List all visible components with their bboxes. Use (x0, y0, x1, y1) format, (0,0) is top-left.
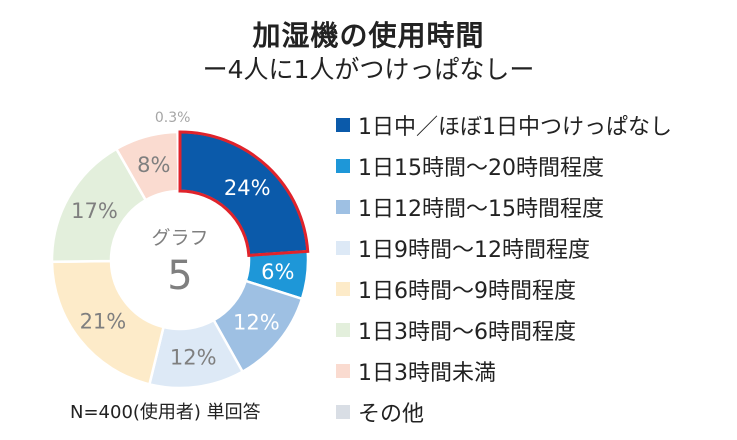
legend-item-7: その他 (336, 391, 672, 432)
center-number: 5 (167, 253, 192, 299)
slice-value-label-2: 12% (233, 310, 280, 334)
legend-label: 1日3時間〜6時間程度 (358, 319, 576, 345)
legend-item-3: 1日9時間〜12時間程度 (336, 227, 672, 268)
legend-swatch (336, 404, 350, 419)
legend-item-6: 1日3時間未満 (336, 350, 672, 391)
legend-item-2: 1日12時間〜15時間程度 (336, 186, 672, 227)
legend-label: 1日中／ほぼ1日中つけっぱなし (358, 114, 672, 140)
legend-label: 1日6時間〜9時間程度 (358, 278, 576, 304)
legend-item-1: 1日15時間〜20時間程度 (336, 145, 672, 186)
legend-label: その他 (358, 401, 425, 427)
legend-label: 1日12時間〜15時間程度 (358, 196, 604, 222)
legend-swatch (336, 199, 350, 214)
highlight-outline-group (178, 130, 310, 257)
legend-swatch (336, 322, 350, 337)
legend-swatch (336, 158, 350, 173)
chart-title: 加湿機の使用時間 (252, 19, 485, 52)
highlight-outline (178, 130, 310, 257)
legend-label: 1日15時間〜20時間程度 (358, 155, 604, 181)
legend-label: 1日3時間未満 (358, 360, 496, 386)
slice-value-label-0: 24% (224, 176, 271, 200)
slice-value-label-6: 8% (137, 153, 170, 177)
legend-swatch (336, 363, 350, 378)
legend-label: 1日9時間〜12時間程度 (358, 237, 590, 263)
legend-swatch (336, 281, 350, 296)
legend-item-4: 1日6時間〜9時間程度 (336, 268, 672, 309)
center-label: グラフ (151, 227, 208, 249)
legend-item-5: 1日3時間〜6時間程度 (336, 309, 672, 350)
legend-swatch (336, 117, 350, 132)
legend-item-0: 1日中／ほぼ1日中つけっぱなし (336, 104, 672, 145)
legend-swatch (336, 240, 350, 255)
chart-subtitle: ー4人に1人がつけっぱなしー (202, 55, 535, 84)
slice-value-label-3: 12% (170, 346, 217, 370)
slice-value-label-4: 21% (80, 309, 127, 333)
slice-labels: 24% 6% 12% 12% 21% 17% 8% 0.3% (71, 110, 294, 370)
legend: 1日中／ほぼ1日中つけっぱなし 1日15時間〜20時間程度 1日12時間〜15時間程… (336, 104, 672, 432)
slice-value-label-1: 6% (261, 260, 294, 284)
slice-value-label-7: 0.3% (155, 110, 191, 126)
slice-value-label-5: 17% (71, 199, 118, 223)
sample-note: N=400(使用者) 単回答 (70, 402, 261, 423)
